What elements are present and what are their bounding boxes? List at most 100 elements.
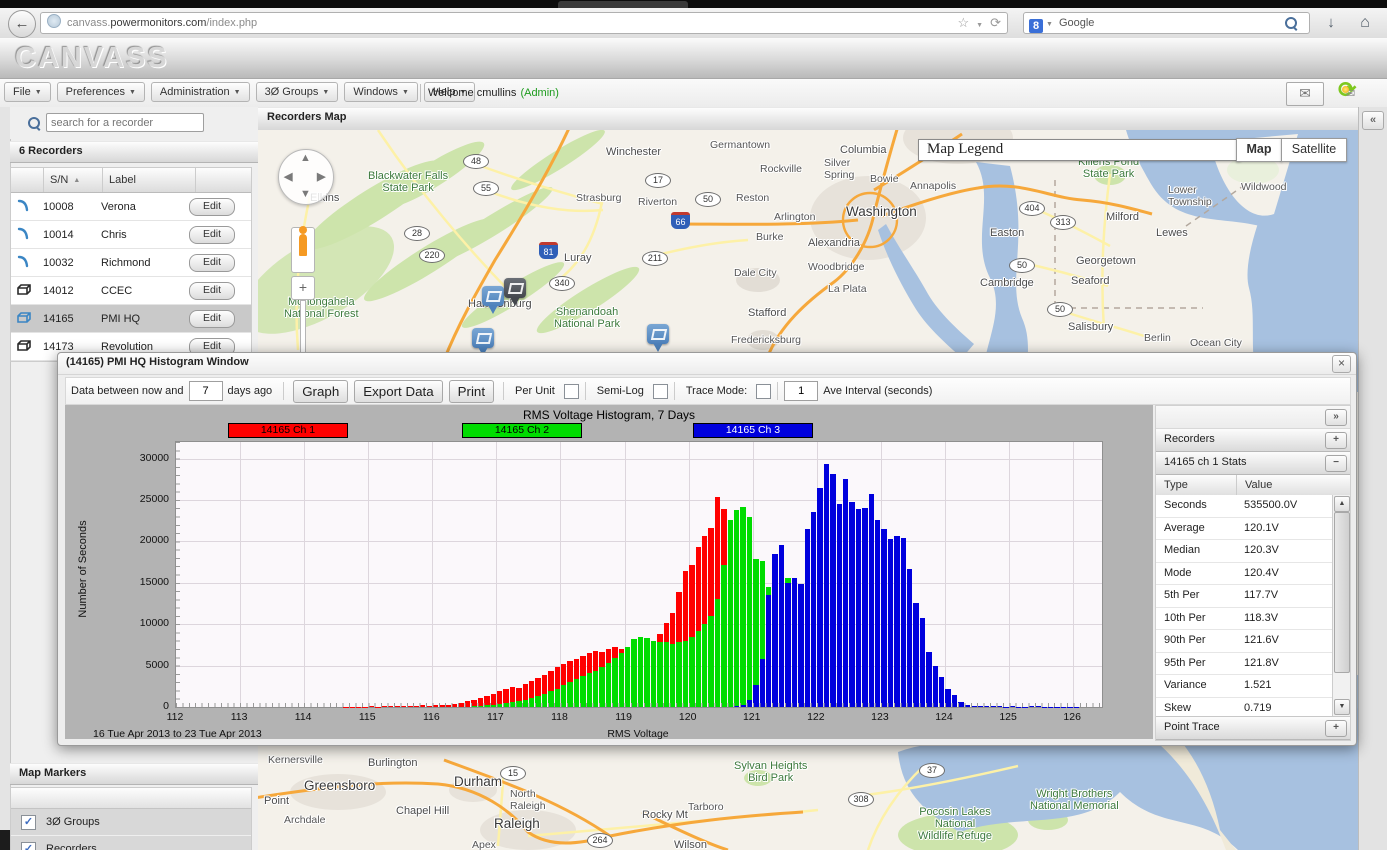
window-titlebar[interactable]: (14165) PMI HQ Histogram Window ×: [58, 353, 1356, 375]
graph-button[interactable]: Graph: [293, 379, 349, 403]
map-type-map-button[interactable]: Map: [1236, 138, 1282, 162]
close-icon[interactable]: ×: [1332, 355, 1351, 373]
stats-row[interactable]: 90th Per 121.6V: [1156, 630, 1333, 653]
google-logo-icon[interactable]: 8: [1029, 19, 1043, 33]
recorder-row[interactable]: 10014 Chris Edit: [11, 221, 251, 249]
histogram-bar: [496, 691, 503, 707]
map-zoom-in-button[interactable]: +: [291, 276, 315, 300]
edit-button[interactable]: Edit: [189, 281, 235, 300]
browser-tab[interactable]: [558, 1, 688, 8]
map-legend-box[interactable]: Map Legend: [918, 139, 1240, 161]
reload-icon[interactable]: ⟳: [990, 15, 1001, 30]
edit-button[interactable]: Edit: [189, 253, 235, 272]
url-bar[interactable]: canvass.powermonitors.com/index.php ☆ ▼ ⟳: [40, 12, 1008, 34]
pan-left-icon[interactable]: ◀: [284, 171, 293, 183]
menu-preferences[interactable]: Preferences ▼: [56, 82, 145, 102]
sidebar-rail: [0, 107, 11, 850]
recorder-row[interactable]: 10032 Richmond Edit: [11, 249, 251, 277]
checkbox-icon[interactable]: ✓: [21, 841, 36, 850]
per-unit-checkbox[interactable]: [563, 383, 579, 399]
menu-windows[interactable]: Windows ▼: [344, 82, 418, 102]
edit-button[interactable]: Edit: [189, 225, 235, 244]
trace-mode-checkbox[interactable]: [756, 383, 772, 399]
histogram-bar: [669, 644, 676, 707]
export-data-button[interactable]: Export Data: [354, 379, 443, 403]
downloads-button[interactable]: ↓: [1327, 14, 1335, 31]
ave-interval-input[interactable]: [784, 381, 819, 401]
stats-row[interactable]: Median 120.3V: [1156, 540, 1333, 563]
recorder-map-marker[interactable]: [504, 278, 526, 306]
pan-right-icon[interactable]: ▶: [317, 171, 326, 183]
recorders-accordion-header[interactable]: Recorders +: [1156, 429, 1350, 452]
route-shield: 28: [404, 226, 430, 241]
menu-3-groups[interactable]: 3Ø Groups ▼: [255, 82, 339, 102]
street-view-pegman[interactable]: [291, 226, 315, 273]
map-marker-toggle-row[interactable]: ✓ 3Ø Groups: [11, 809, 251, 836]
map-type-satellite-button[interactable]: Satellite: [1281, 138, 1347, 162]
map-marker-toggle-row[interactable]: ✓ Recorders: [11, 836, 251, 850]
point-trace-accordion-header[interactable]: Point Trace +: [1156, 716, 1350, 740]
recorder-map-marker[interactable]: [472, 328, 494, 356]
sync-mail-button[interactable]: ⟳ ✉: [1336, 77, 1370, 106]
stats-row[interactable]: Mode 120.4V: [1156, 562, 1333, 585]
mail-button[interactable]: ✉: [1286, 82, 1324, 106]
pan-down-icon[interactable]: ▼: [300, 188, 311, 200]
expand-recorders-icon[interactable]: +: [1325, 432, 1347, 449]
scrollbar-thumb[interactable]: [1334, 512, 1350, 674]
engine-dropdown-icon[interactable]: ▼: [1046, 21, 1053, 28]
checkbox-icon[interactable]: ✓: [21, 814, 36, 830]
browser-search-box[interactable]: 8 ▼ Google: [1023, 12, 1310, 34]
stats-row[interactable]: 10th Per 118.3V: [1156, 607, 1333, 630]
print-button[interactable]: Print: [448, 379, 495, 403]
scroll-down-icon[interactable]: ▼: [1334, 699, 1350, 715]
recorder-row[interactable]: 14012 CCEC Edit: [11, 277, 251, 305]
expand-point-trace-icon[interactable]: +: [1325, 720, 1347, 737]
stats-accordion-label: 14165 ch 1 Stats: [1164, 456, 1247, 468]
route-shield: 211: [642, 251, 668, 266]
back-button[interactable]: ←: [8, 10, 36, 38]
histogram-bar: [528, 680, 535, 707]
stats-accordion-header[interactable]: 14165 ch 1 Stats −: [1156, 452, 1350, 475]
map-pan-control[interactable]: ▲ ▼ ◀ ▶: [278, 149, 334, 205]
sn-column-header[interactable]: S/N ▲: [44, 168, 103, 192]
menu-help[interactable]: Help ▼: [423, 82, 476, 102]
stats-row[interactable]: 5th Per 117.7V: [1156, 585, 1333, 608]
stats-row[interactable]: Seconds 535500.0V: [1156, 495, 1333, 518]
gridline: [944, 442, 946, 707]
stats-row[interactable]: Average 120.1V: [1156, 517, 1333, 540]
menu-file[interactable]: File ▼: [4, 82, 51, 102]
menu-administration[interactable]: Administration ▼: [150, 82, 250, 102]
recorder-map-marker[interactable]: [482, 286, 504, 314]
scroll-up-icon[interactable]: ▲: [1334, 496, 1350, 512]
semi-log-checkbox[interactable]: [652, 383, 668, 399]
value-column-header[interactable]: Value: [1245, 479, 1273, 491]
dropdown-icon[interactable]: ▼: [976, 22, 984, 29]
stats-row[interactable]: Variance 1.521: [1156, 675, 1333, 698]
histogram-bar: [554, 667, 560, 707]
label-column-header[interactable]: Label: [103, 168, 196, 192]
recorder-row[interactable]: 14165 PMI HQ Edit: [11, 305, 251, 333]
search-input[interactable]: [46, 113, 204, 132]
type-column-header[interactable]: Type: [1156, 475, 1237, 495]
expand-panel-button[interactable]: »: [1325, 409, 1347, 426]
days-ago-input[interactable]: [188, 381, 223, 401]
recorder-map-marker[interactable]: [647, 324, 669, 352]
plot-area[interactable]: [175, 441, 1103, 708]
edit-button[interactable]: Edit: [189, 309, 235, 328]
stats-row[interactable]: 95th Per 121.8V: [1156, 652, 1333, 675]
pan-up-icon[interactable]: ▲: [300, 152, 311, 164]
histogram-window[interactable]: (14165) PMI HQ Histogram Window × Data b…: [57, 352, 1357, 746]
histogram-bar: [855, 509, 862, 707]
histogram-bar: [663, 641, 669, 707]
map-label: Lower Township: [1168, 184, 1212, 208]
search-icon[interactable]: [1285, 17, 1297, 29]
edit-button[interactable]: Edit: [189, 197, 235, 216]
stats-scrollbar[interactable]: ▲ ▼: [1332, 495, 1350, 716]
bookmark-star-icon[interactable]: ☆: [957, 15, 970, 30]
recorder-row[interactable]: 10008 Verona Edit: [11, 193, 251, 221]
collapse-stats-icon[interactable]: −: [1325, 455, 1347, 472]
home-button[interactable]: ⌂: [1360, 14, 1370, 31]
collapse-panel-button[interactable]: «: [1362, 111, 1384, 130]
map-label: Milford: [1106, 211, 1140, 223]
recorder-label: Revolution: [101, 340, 153, 353]
